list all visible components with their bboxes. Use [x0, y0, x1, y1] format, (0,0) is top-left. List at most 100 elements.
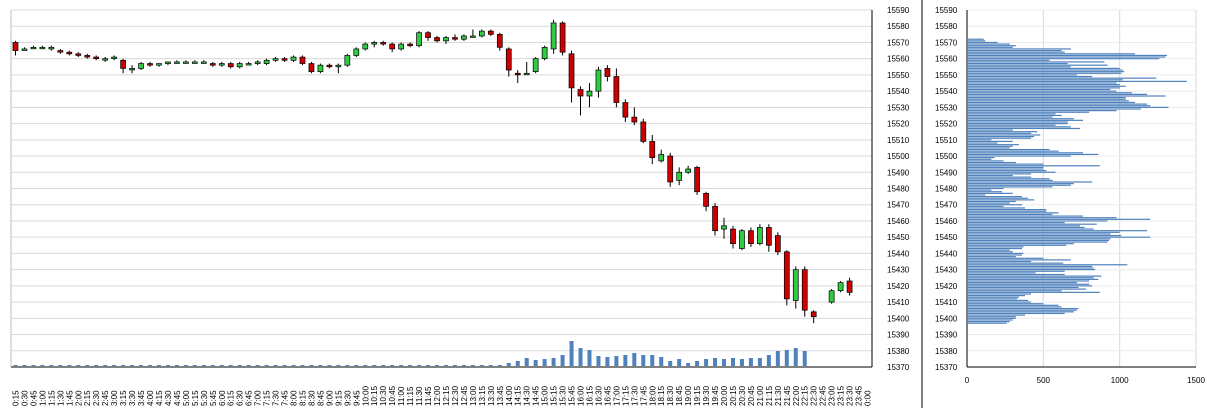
volume-bar [766, 355, 771, 366]
profile-bar [967, 205, 1004, 207]
candle-body [550, 22, 557, 50]
profile-bar [967, 306, 1062, 308]
time-tick-label: 14:00 [505, 385, 514, 406]
candle [631, 107, 638, 126]
time-tick-label: 0:45 [29, 390, 38, 406]
profile-bar [967, 217, 1117, 219]
time-tick-label: 10:30 [379, 385, 388, 406]
volume-bar [560, 355, 565, 366]
time-tick-label: 1:45 [65, 390, 74, 406]
candle-body [389, 43, 396, 50]
profile-price-tick-label: 15510 [935, 136, 958, 145]
profile-bar [967, 197, 1029, 199]
volume-bar [174, 365, 179, 366]
volume-bar [210, 365, 215, 366]
candle-body [828, 290, 835, 303]
candle-body [317, 64, 324, 73]
candle [452, 34, 458, 41]
profile-bar [967, 301, 1032, 303]
volume-bar [578, 348, 583, 366]
profile-bar [967, 116, 1053, 118]
candle [801, 266, 808, 317]
candle-body [774, 235, 781, 253]
time-tick-label: 19:00 [684, 385, 693, 406]
time-tick-label: 22:45 [819, 385, 828, 406]
candle-body [120, 59, 126, 69]
time-tick-label: 16:00 [577, 385, 586, 406]
profile-bar [967, 290, 1062, 292]
candle-body [75, 53, 82, 56]
volume-bar [641, 355, 646, 366]
profile-bar [967, 101, 1135, 104]
volume-bar [668, 361, 673, 366]
time-tick-label: 15:15 [550, 385, 559, 406]
profile-price-tick-label: 15400 [935, 314, 958, 323]
time-tick-label: 16:30 [594, 385, 603, 406]
volume-bar [282, 365, 287, 366]
profile-price-tick-labels: 15370 15380 15390 15400 15410 15420 15430 15440… [935, 6, 958, 372]
candle [57, 48, 64, 54]
volume-bar [94, 365, 99, 366]
candle-body [380, 42, 387, 45]
volume-bar [76, 365, 81, 366]
price-tick-label: 15500 [887, 152, 910, 161]
profile-bar [967, 147, 1010, 149]
profile-price-tick-label: 15480 [935, 185, 958, 194]
time-tick-label: 21:00 [756, 385, 765, 406]
candle [514, 70, 521, 84]
profile-bar [967, 273, 1065, 276]
volume-bar [300, 365, 305, 366]
profile-bar [967, 119, 1084, 121]
profile-bar [967, 103, 1148, 105]
profile-bar [967, 246, 1024, 248]
profile-bar [967, 61, 1105, 63]
candle [236, 61, 243, 69]
profile-bar [967, 69, 1123, 71]
time-tick-label: 2:45 [101, 390, 110, 406]
profile-price-tick-label: 15490 [935, 168, 958, 177]
time-tick-label: 21:15 [765, 385, 774, 406]
candle [380, 40, 387, 46]
time-tick-label: 7:15 [263, 390, 272, 406]
profile-bar [967, 254, 1022, 256]
profile-volume-tick-label: 500 [1037, 376, 1051, 385]
candle-body [694, 167, 700, 193]
time-tick-label: 18:00 [648, 385, 657, 406]
profile-bar [967, 191, 1003, 193]
time-tick-label: 12:00 [433, 385, 442, 406]
time-tick-label: 12:30 [451, 385, 460, 406]
time-tick-label: 17:30 [630, 385, 639, 406]
profile-bar [967, 257, 1044, 259]
volume-bar [542, 359, 547, 366]
profile-bar [967, 144, 1019, 146]
profile-bar [967, 121, 1068, 123]
time-tick-label: 17:00 [612, 385, 621, 406]
time-tick-label: 22:00 [792, 385, 801, 406]
candle [263, 58, 270, 66]
profile-bar [967, 38, 984, 40]
price-tick-label: 15560 [887, 55, 910, 64]
profile-bar [967, 204, 1022, 206]
profile-bar [967, 170, 1047, 172]
time-tick-label: 5:45 [209, 390, 218, 406]
profile-bar [967, 194, 986, 196]
candle-body [730, 228, 736, 245]
time-tick-label: 18:15 [657, 385, 666, 406]
profile-bar [967, 234, 1122, 237]
candle [102, 57, 109, 62]
time-tick-label: 14:15 [514, 385, 523, 406]
profile-bar [967, 105, 1151, 107]
time-tick-label: 19:30 [702, 385, 711, 406]
candle [308, 61, 315, 74]
candle [84, 53, 91, 59]
candle-body [102, 58, 109, 61]
time-tick-label: 16:15 [585, 385, 594, 406]
candle-body [183, 61, 189, 64]
profile-bar [967, 64, 1108, 66]
time-tick-label: 20:00 [720, 385, 729, 406]
profile-bar [967, 265, 1093, 267]
candle-body [227, 63, 234, 68]
profile-bar [967, 226, 1085, 229]
profile-bar [967, 314, 1026, 316]
